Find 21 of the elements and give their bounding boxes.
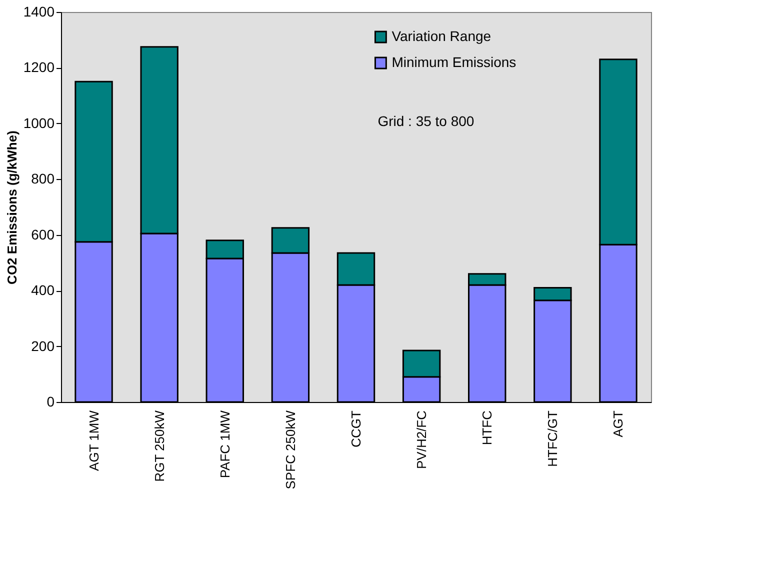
y-tick-label: 1400: [23, 4, 55, 20]
y-tick-label: 600: [31, 226, 55, 242]
legend-label: Variation Range: [392, 28, 492, 44]
y-tick-label: 0: [46, 394, 55, 410]
x-tick-label: PV/H2/FC: [414, 410, 430, 470]
x-tick-label: AGT 1MW: [86, 410, 102, 471]
y-tick-label: 800: [31, 170, 55, 187]
y-tick-label: 1200: [23, 59, 55, 76]
x-tick-label: HTFC/GT: [545, 410, 560, 467]
x-tick-label: CCGT: [348, 410, 364, 448]
x-tick-label: RGT 250kW: [152, 410, 167, 482]
annotation: Grid : 35 to 800: [378, 113, 474, 129]
y-tick-label: 200: [31, 338, 55, 354]
y-tick-label: 400: [31, 282, 55, 298]
x-tick-label: HTFC: [480, 410, 495, 446]
y-tick-label: 1000: [23, 114, 55, 131]
x-tick-label: AGT: [610, 410, 626, 438]
legend-label: Minimum Emissions: [392, 54, 516, 70]
y-axis-title: CO2 Emissions (g/kWhe): [4, 130, 20, 284]
x-tick-label: SPFC 250kW: [282, 410, 298, 490]
x-tick-label: PAFC 1MW: [217, 410, 232, 478]
